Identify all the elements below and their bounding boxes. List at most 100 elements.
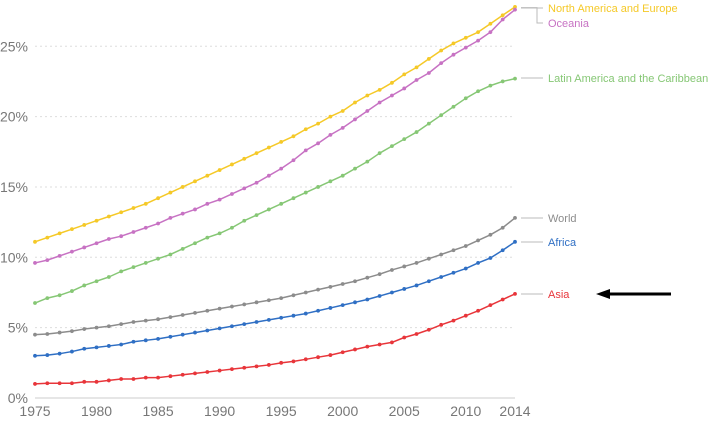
data-point: [156, 196, 160, 201]
series-line: [34, 9, 516, 264]
data-point: [365, 159, 370, 164]
data-point: [513, 216, 517, 220]
data-point: [180, 211, 185, 216]
data-point: [230, 162, 234, 167]
data-point: [414, 261, 419, 265]
data-point: [193, 330, 197, 335]
data-point: [45, 258, 50, 263]
data-point: [119, 210, 124, 215]
data-point: [414, 65, 419, 70]
data-point: [279, 166, 284, 171]
series-label: World: [548, 213, 577, 225]
data-point: [279, 140, 284, 144]
data-point: [279, 296, 284, 301]
data-point: [414, 130, 419, 134]
data-point: [488, 21, 493, 26]
data-point: [143, 318, 148, 323]
data-point: [156, 221, 160, 226]
data-point: [476, 89, 480, 94]
data-point: [217, 306, 222, 311]
data-point: [57, 381, 62, 386]
data-point: [94, 325, 99, 330]
data-point: [291, 313, 296, 318]
data-point: [230, 367, 234, 372]
series-africa: [33, 239, 517, 358]
data-point: [131, 320, 136, 324]
data-point: [328, 284, 333, 289]
data-point: [106, 237, 111, 241]
data-point: [303, 357, 308, 362]
data-point: [488, 232, 493, 237]
annotations: [596, 289, 671, 299]
series-labels: North America and Europe Oceania Latin Ame…: [521, 3, 708, 301]
data-point: [156, 317, 160, 322]
data-point: [365, 275, 370, 280]
data-point: [242, 365, 247, 370]
data-point: [82, 283, 87, 288]
data-point: [33, 239, 37, 244]
data-point: [439, 48, 444, 53]
x-tick-label: 2010: [450, 403, 481, 419]
series-label: Asia: [548, 289, 570, 301]
data-point: [217, 197, 222, 202]
data-point: [390, 93, 394, 98]
data-point: [131, 377, 136, 381]
data-point: [242, 322, 247, 327]
data-point: [180, 332, 185, 337]
data-point: [266, 318, 271, 322]
data-point: [353, 347, 357, 352]
data-point: [266, 173, 271, 178]
data-point: [451, 270, 456, 275]
gridlines: [35, 45, 515, 399]
data-point: [365, 93, 370, 98]
data-point: [131, 339, 136, 344]
data-point: [33, 353, 37, 358]
data-point: [106, 275, 111, 279]
data-point: [402, 86, 407, 91]
data-point: [45, 235, 50, 240]
data-point: [476, 238, 480, 243]
data-point: [402, 264, 407, 269]
data-point: [476, 38, 480, 43]
data-point: [119, 377, 124, 381]
data-point: [463, 35, 468, 40]
data-point: [316, 185, 320, 189]
data-point: [463, 313, 468, 318]
data-point: [291, 158, 296, 163]
data-point: [513, 239, 517, 244]
series-line: [34, 293, 516, 385]
data-point: [70, 289, 74, 293]
data-point: [168, 374, 173, 379]
data-point: [143, 261, 148, 265]
data-point: [266, 298, 271, 303]
data-point: [119, 322, 124, 327]
data-point: [106, 324, 111, 329]
series-line: [34, 217, 516, 336]
y-tick-label: 15%: [0, 179, 28, 195]
data-point: [106, 378, 111, 383]
data-point: [131, 265, 136, 270]
data-point: [143, 225, 148, 230]
data-point: [82, 327, 87, 331]
data-point: [476, 261, 480, 265]
data-point: [291, 134, 296, 139]
data-point: [193, 179, 197, 184]
data-point: [439, 252, 444, 257]
data-point: [94, 218, 99, 223]
data-point: [340, 125, 345, 130]
data-point: [70, 349, 74, 354]
data-point: [316, 141, 320, 146]
series-lines: [33, 4, 517, 386]
data-point: [230, 225, 234, 230]
data-point: [82, 245, 87, 250]
data-point: [414, 332, 419, 336]
y-tick-label: 0%: [8, 390, 28, 406]
data-point: [193, 207, 197, 212]
data-point: [303, 127, 308, 132]
data-point: [377, 151, 382, 156]
data-point: [513, 76, 517, 81]
data-point: [390, 144, 394, 149]
data-point: [143, 375, 148, 380]
data-point: [291, 359, 296, 364]
data-point: [168, 216, 173, 220]
